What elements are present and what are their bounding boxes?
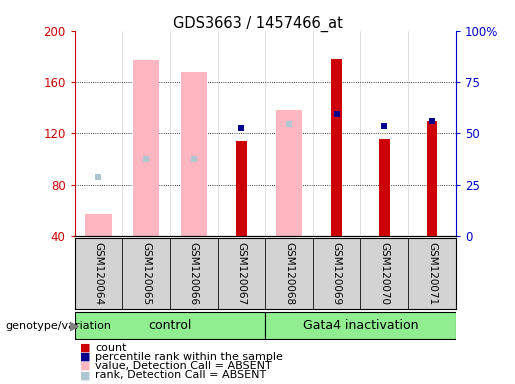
Text: ■: ■ <box>80 352 90 362</box>
Bar <box>408 238 456 309</box>
Bar <box>379 139 389 236</box>
Bar <box>181 72 207 236</box>
Text: GSM120064: GSM120064 <box>94 242 104 305</box>
Bar <box>236 141 247 236</box>
Text: GDS3663 / 1457466_at: GDS3663 / 1457466_at <box>173 15 342 31</box>
Text: GSM120068: GSM120068 <box>284 242 294 305</box>
Bar <box>332 59 342 236</box>
Text: GSM120065: GSM120065 <box>141 242 151 305</box>
Bar <box>75 312 265 339</box>
Text: GSM120070: GSM120070 <box>380 242 389 305</box>
Text: GSM120069: GSM120069 <box>332 242 341 305</box>
Bar <box>276 110 302 236</box>
Text: ▶: ▶ <box>70 319 79 332</box>
Text: GSM120071: GSM120071 <box>427 242 437 305</box>
Bar <box>122 238 170 309</box>
Bar <box>427 121 437 236</box>
Text: GSM120067: GSM120067 <box>236 242 246 305</box>
Text: rank, Detection Call = ABSENT: rank, Detection Call = ABSENT <box>95 370 267 380</box>
Bar <box>170 238 217 309</box>
Text: ■: ■ <box>80 370 90 380</box>
Bar <box>265 238 313 309</box>
Text: ■: ■ <box>80 361 90 371</box>
Text: count: count <box>95 343 127 353</box>
Bar <box>217 238 265 309</box>
Text: Gata4 inactivation: Gata4 inactivation <box>303 319 418 332</box>
Text: control: control <box>148 319 192 332</box>
Text: GSM120066: GSM120066 <box>189 242 199 305</box>
Text: percentile rank within the sample: percentile rank within the sample <box>95 352 283 362</box>
Text: ■: ■ <box>80 343 90 353</box>
Bar <box>75 238 123 309</box>
Bar <box>85 214 112 236</box>
Bar <box>265 312 456 339</box>
Bar <box>360 238 408 309</box>
Text: value, Detection Call = ABSENT: value, Detection Call = ABSENT <box>95 361 272 371</box>
Text: genotype/variation: genotype/variation <box>5 321 111 331</box>
Bar <box>313 238 360 309</box>
Bar <box>133 60 159 236</box>
